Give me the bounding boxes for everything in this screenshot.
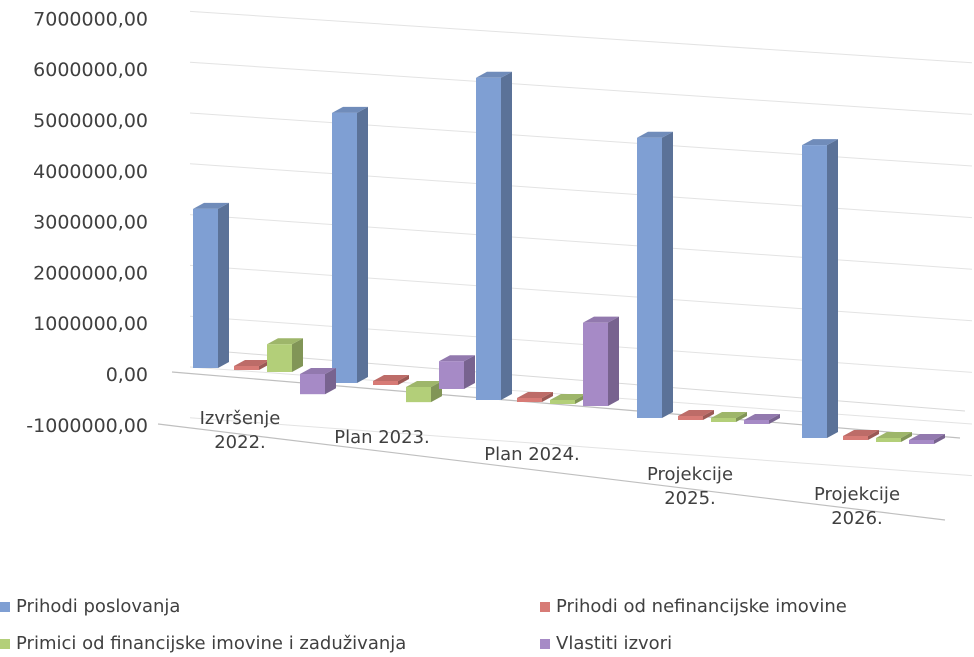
bar [517, 392, 553, 402]
legend-swatch [540, 638, 550, 649]
category-label: Plan 2024. [484, 444, 580, 465]
bar [744, 414, 780, 424]
gridlines [189, 10, 973, 477]
gridline [189, 417, 973, 477]
bar [678, 410, 714, 420]
category-label: Plan 2023. [334, 427, 430, 448]
legend-label: Prihodi poslovanja [16, 596, 181, 617]
gridline [189, 214, 973, 270]
bar [909, 434, 945, 444]
y-tick-label: -1000000,00 [26, 415, 148, 437]
legend: Prihodi poslovanja Prihodi od nefinancijs… [0, 588, 974, 657]
legend-swatch [540, 601, 550, 612]
legend-label: Vlastiti izvori [556, 633, 673, 654]
floor-front-edge [157, 423, 946, 521]
bar [406, 381, 442, 403]
legend-item: Primici od financijske imovine i zaduživ… [0, 633, 406, 654]
bar [476, 71, 512, 400]
bar [373, 375, 409, 385]
category-label: Izvršenje 2022. [200, 408, 281, 453]
bar [193, 202, 229, 368]
floor-back-edge [171, 371, 961, 439]
gridline [189, 10, 973, 64]
bar [583, 316, 619, 406]
y-tick-label: 0,00 [106, 364, 148, 386]
bar [234, 360, 270, 370]
y-axis-ticks: 7000000,00 6000000,00 5000000,00 4000000,00… [26, 8, 148, 436]
bars [193, 71, 945, 444]
y-tick-label: 5000000,00 [33, 110, 148, 132]
legend-swatch [0, 601, 10, 612]
bar [637, 131, 673, 418]
legend-item: Prihodi poslovanja [0, 596, 180, 617]
bar [332, 106, 368, 383]
legend-swatch [0, 638, 10, 649]
bar [300, 368, 336, 395]
bar-chart-3d: 7000000,00 6000000,00 5000000,00 4000000,00… [26, 8, 973, 529]
gridline [189, 61, 973, 115]
category-label: Projekcije 2026. [814, 484, 900, 529]
y-tick-label: 6000000,00 [33, 59, 148, 81]
gridline [189, 163, 973, 219]
category-labels: Izvršenje 2022. Plan 2023. Plan 2024. Projek… [200, 408, 900, 529]
y-tick-label: 3000000,00 [33, 212, 148, 234]
bar [550, 394, 586, 404]
bar [267, 338, 303, 372]
y-tick-label: 4000000,00 [33, 161, 148, 183]
category-label: Projekcije 2025. [647, 464, 733, 509]
legend-item: Prihodi od nefinancijske imovine [540, 596, 847, 617]
bar [711, 412, 747, 422]
legend-label: Primici od financijske imovine i zaduživ… [16, 633, 407, 654]
bar [843, 430, 879, 440]
legend-item: Vlastiti izvori [540, 633, 672, 654]
gridline [189, 112, 973, 167]
bar [439, 355, 475, 389]
gridline [189, 264, 973, 322]
bar [802, 139, 838, 438]
bar [876, 432, 912, 442]
gridline [189, 315, 973, 373]
y-tick-label: 1000000,00 [33, 313, 148, 335]
legend-label: Prihodi od nefinancijske imovine [556, 596, 847, 617]
y-tick-label: 2000000,00 [33, 262, 148, 284]
y-tick-label: 7000000,00 [33, 8, 148, 30]
